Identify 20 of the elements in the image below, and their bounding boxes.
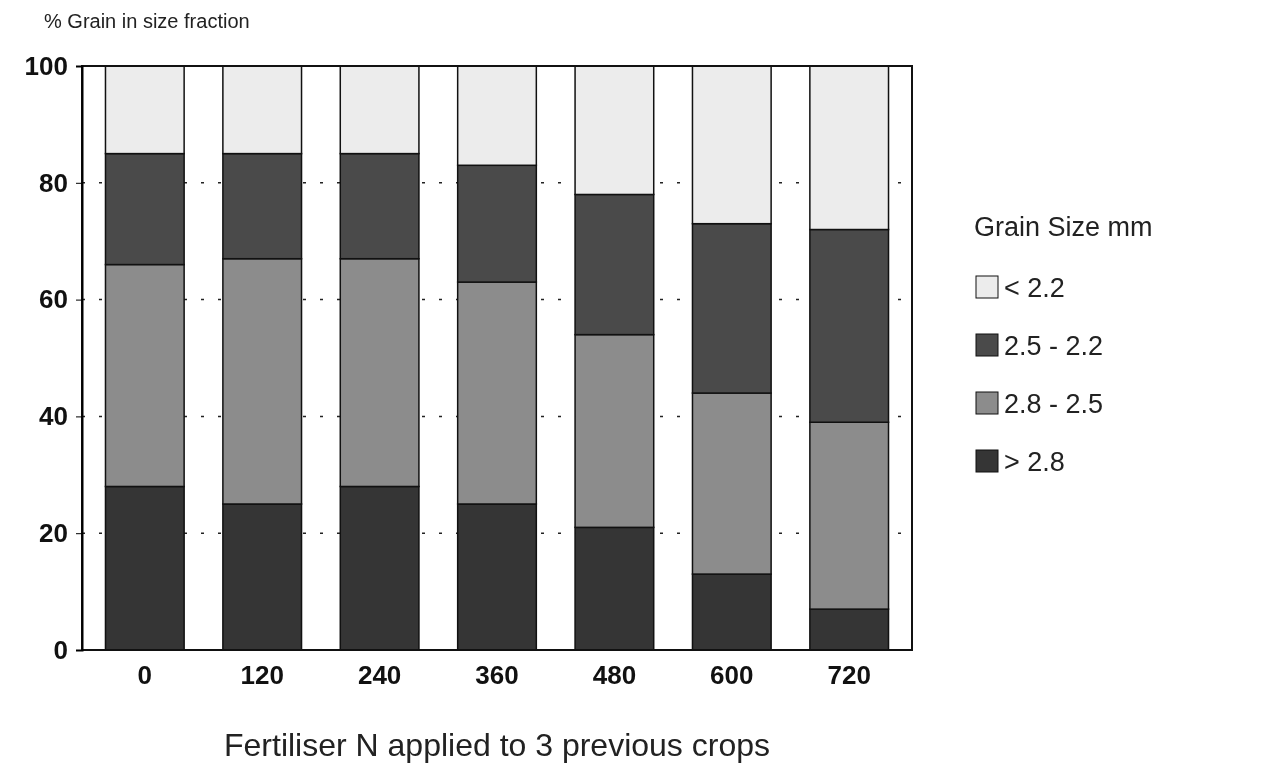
legend-title: Grain Size mm [974, 212, 1153, 242]
x-tick-label: 0 [137, 660, 153, 691]
y-tick-label: 20 [39, 518, 68, 549]
x-tick-label: 360 [475, 660, 519, 691]
x-tick-label: 600 [710, 660, 754, 691]
x-tick-label: 240 [357, 660, 402, 691]
x-axis-title: Fertiliser N applied to 3 previous crops [223, 727, 771, 763]
x-tick-label: 120 [240, 660, 284, 691]
y-tick-label: 60 [39, 284, 68, 315]
x-tick-label: 720 [827, 660, 871, 691]
y-tick-label: 0 [53, 634, 68, 665]
y-tick-label: 100 [24, 50, 68, 81]
legend-label: < 2.2 [1004, 273, 1065, 303]
y-axis-title: % Grain in size fraction [44, 10, 250, 32]
y-tick-label: 40 [39, 401, 68, 432]
y-tick-label: 80 [39, 167, 68, 198]
legend-label: > 2.8 [1004, 447, 1065, 477]
legend-label: 2.5 - 2.2 [1004, 331, 1104, 361]
legend-label: 2.8 - 2.5 [1004, 389, 1104, 419]
x-tick-label: 480 [592, 660, 637, 691]
